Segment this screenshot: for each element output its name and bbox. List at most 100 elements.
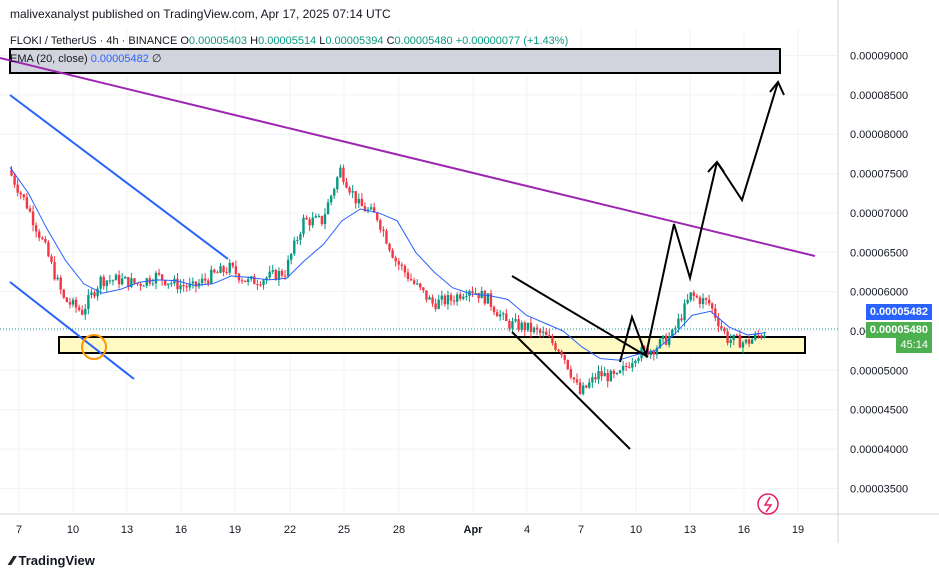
candle-up <box>655 347 659 355</box>
candle-up <box>329 195 333 203</box>
candle-down <box>508 321 511 329</box>
candle-down <box>59 277 62 290</box>
candle-down <box>127 276 130 288</box>
candle-down <box>471 290 474 293</box>
candle-down <box>182 285 185 287</box>
candle-down <box>714 308 717 318</box>
candle-up <box>532 327 536 333</box>
candle-down <box>10 169 13 176</box>
candle-up <box>124 276 127 279</box>
candle-down <box>19 192 22 195</box>
candle-down <box>372 207 376 213</box>
candle-down <box>477 292 480 299</box>
candle-down <box>695 295 699 298</box>
candle-up <box>631 363 634 368</box>
candle-down <box>176 278 179 290</box>
candle-up <box>511 321 514 329</box>
x-tick-label: 28 <box>393 524 405 536</box>
candle-down <box>259 284 262 286</box>
candle-up <box>474 292 477 294</box>
candle-up <box>268 271 271 278</box>
candle-down <box>44 238 47 243</box>
candle-down <box>207 280 210 284</box>
candle-up <box>609 370 613 382</box>
ema-suffix: ∅ <box>151 53 162 65</box>
y-tick-label: 0.00006000 <box>850 287 908 299</box>
x-tick-label: 13 <box>121 524 133 536</box>
candle-down <box>652 350 656 355</box>
brand-label: TradingView <box>18 553 95 568</box>
candle-up <box>677 318 680 329</box>
candle-up <box>151 283 155 285</box>
candle-up <box>486 293 490 304</box>
candle-down <box>698 297 702 305</box>
candle-up <box>581 385 585 394</box>
candle-down <box>483 290 487 304</box>
candle-up <box>145 278 148 286</box>
candle-down <box>216 272 219 274</box>
x-tick-label: 19 <box>229 524 241 536</box>
candle-down <box>738 334 742 348</box>
candle-up <box>302 217 305 235</box>
candle-down <box>22 194 26 198</box>
symbol-legend: FLOKI / TetherUS · 4h · BINANCE O0.00005… <box>10 35 568 47</box>
candle-down <box>13 175 16 185</box>
wedge-lower-line <box>511 331 631 450</box>
candle-up <box>674 328 677 330</box>
candle-down <box>717 317 720 327</box>
x-tick-label: 7 <box>578 524 584 536</box>
candle-up <box>314 216 317 218</box>
tradingview-brand[interactable]: ⁄⁄⁄ TradingView <box>10 553 95 568</box>
candle-down <box>578 382 582 394</box>
candle-down <box>575 379 579 383</box>
candle-down <box>704 298 708 300</box>
candle-down <box>551 336 554 344</box>
candle-up <box>336 177 339 190</box>
candle-down <box>643 347 646 349</box>
candle-down <box>345 181 348 188</box>
lightning-bolt <box>763 496 773 513</box>
ema-price-tag: 0.00005482 <box>865 304 932 320</box>
candle-up <box>440 295 443 300</box>
candle-down <box>409 278 413 281</box>
candle-down <box>256 284 259 286</box>
candle-down <box>388 243 391 251</box>
candle-down <box>47 242 50 257</box>
candle-down <box>707 299 711 304</box>
candle-up <box>90 292 93 295</box>
x-tick-label: 25 <box>338 524 350 536</box>
ema-legend[interactable]: EMA (20, close) 0.00005482 ∅ <box>10 52 161 65</box>
low-value: 0.00005394 <box>325 35 384 47</box>
candle-down <box>379 220 382 230</box>
candle-up <box>286 259 290 277</box>
candle-up <box>462 296 465 299</box>
last-price-tag: 0.00005480 <box>865 322 932 338</box>
candle-down <box>523 322 526 331</box>
candle-down <box>81 309 84 315</box>
candle-down <box>102 276 105 287</box>
candle-up <box>588 382 591 388</box>
y-tick-label: 0.00005000 <box>850 365 908 377</box>
candle-up <box>265 277 268 281</box>
y-tick-label: 0.00007500 <box>850 169 908 181</box>
candle-up <box>591 377 594 383</box>
candle-down <box>41 237 44 239</box>
candle-down <box>554 343 557 350</box>
candle-up <box>111 280 115 282</box>
candle-down <box>723 328 726 332</box>
candle-down <box>726 331 729 343</box>
candle-down <box>397 261 400 265</box>
candle-down <box>363 206 367 212</box>
candle-up <box>514 319 517 322</box>
candle-down <box>566 359 569 370</box>
candle-up <box>446 295 450 305</box>
candle-up <box>637 358 640 361</box>
candle-up <box>658 339 662 348</box>
candle-down <box>16 184 19 193</box>
candle-down <box>692 292 695 296</box>
candle-down <box>400 264 404 266</box>
candle-down <box>711 303 714 309</box>
annotation-layer-front <box>0 57 816 515</box>
candle-down <box>382 229 385 231</box>
